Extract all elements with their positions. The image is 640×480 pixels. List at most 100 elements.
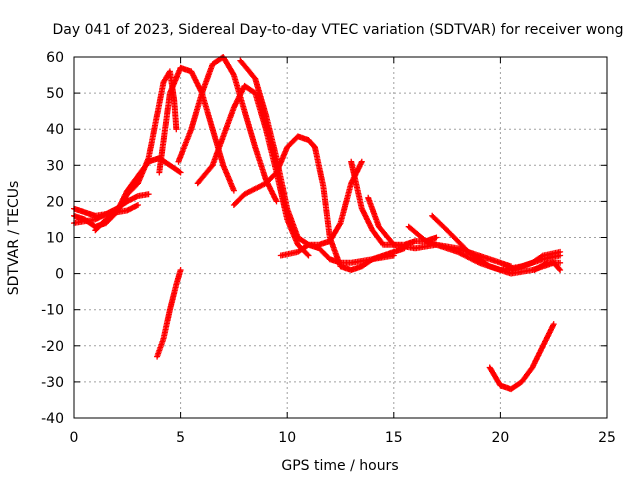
data-point [510, 269, 513, 271]
series-arc-9 [237, 57, 397, 266]
data-point [510, 265, 513, 268]
data-point [367, 196, 370, 199]
data-point [467, 250, 470, 253]
data-point [243, 84, 246, 87]
data-point [232, 189, 235, 192]
data-point [175, 128, 178, 131]
y-tick-label: 0 [55, 267, 64, 283]
data-point [239, 59, 242, 62]
data-point [232, 74, 235, 77]
data-point [222, 135, 225, 138]
data-point [424, 240, 427, 243]
data-point [156, 355, 159, 358]
x-axis-label: GPS time / hours [281, 458, 398, 474]
y-tick-label: 10 [46, 231, 64, 247]
series-arc-19 [486, 321, 557, 393]
series-arc-5 [154, 267, 184, 360]
y-tick-label: 50 [46, 86, 64, 102]
data-point [83, 211, 86, 214]
data-point [296, 236, 299, 239]
data-point [232, 106, 235, 109]
data-point [279, 254, 282, 257]
data-point [435, 236, 438, 239]
data-point [339, 222, 342, 225]
data-point [392, 254, 395, 257]
data-point [162, 337, 165, 340]
data-point [196, 182, 199, 185]
y-tick-label: 60 [46, 50, 64, 66]
data-point [414, 240, 417, 243]
series-arc-12 [311, 144, 408, 273]
data-point [350, 261, 353, 264]
data-point [520, 380, 523, 383]
data-point [158, 171, 161, 174]
chart-title: Day 041 of 2023, Sidereal Day-to-day VTE… [53, 22, 624, 38]
data-point [350, 182, 353, 185]
data-point [264, 113, 267, 116]
y-axis-label: SDTVAR / TECUs [6, 181, 22, 296]
y-tick-label: 40 [46, 122, 64, 138]
data-point [552, 323, 555, 326]
data-point [137, 204, 139, 206]
data-point [222, 164, 225, 167]
data-point [158, 102, 161, 105]
data-point [307, 254, 310, 257]
y-tick-label: 30 [46, 158, 64, 174]
data-point [318, 247, 321, 250]
data-point [414, 247, 417, 250]
data-point [105, 218, 107, 221]
x-tick-label: 0 [70, 430, 79, 446]
data-point [328, 258, 331, 261]
data-point [232, 204, 235, 206]
data-point [382, 254, 385, 257]
data-point [559, 269, 562, 271]
data-point [190, 128, 193, 131]
series-arc-18 [531, 259, 564, 273]
data-point [542, 254, 544, 257]
data-point [499, 261, 502, 264]
data-point [147, 193, 150, 196]
x-tick-label: 5 [176, 430, 185, 446]
data-point [243, 110, 246, 113]
data-point [407, 225, 410, 228]
data-point [137, 182, 139, 185]
x-tick-label: 10 [278, 430, 296, 446]
data-point [190, 70, 193, 73]
data-point [360, 160, 363, 163]
data-point [510, 272, 513, 275]
data-point [94, 229, 97, 232]
series-arc-8 [194, 82, 312, 259]
x-tick-label: 20 [491, 430, 509, 446]
data-point [296, 135, 299, 138]
data-point [94, 214, 97, 217]
data-point [254, 92, 257, 95]
data-point [243, 193, 246, 196]
data-point [94, 218, 97, 221]
data-point [137, 195, 139, 197]
data-point [211, 164, 214, 167]
series-arc-17 [508, 248, 564, 273]
data-point [559, 261, 562, 264]
data-point [318, 243, 321, 246]
data-point [431, 214, 434, 217]
series-arc-4 [92, 68, 180, 234]
x-tick-label: 25 [598, 430, 616, 446]
data-point [296, 243, 299, 246]
data-point [456, 250, 459, 253]
data-point [371, 229, 374, 232]
data-point [446, 229, 449, 232]
y-tick-label: -20 [41, 339, 64, 355]
data-point [533, 269, 536, 271]
data-point [559, 254, 562, 257]
data-point [179, 269, 182, 271]
x-tick-label: 15 [385, 430, 403, 446]
data-point [559, 250, 562, 253]
data-point [510, 388, 513, 391]
data-point [179, 171, 182, 174]
data-point [499, 384, 502, 387]
data-point [322, 186, 325, 188]
data-point [371, 258, 374, 261]
data-point [173, 99, 176, 102]
data-point [177, 160, 180, 163]
